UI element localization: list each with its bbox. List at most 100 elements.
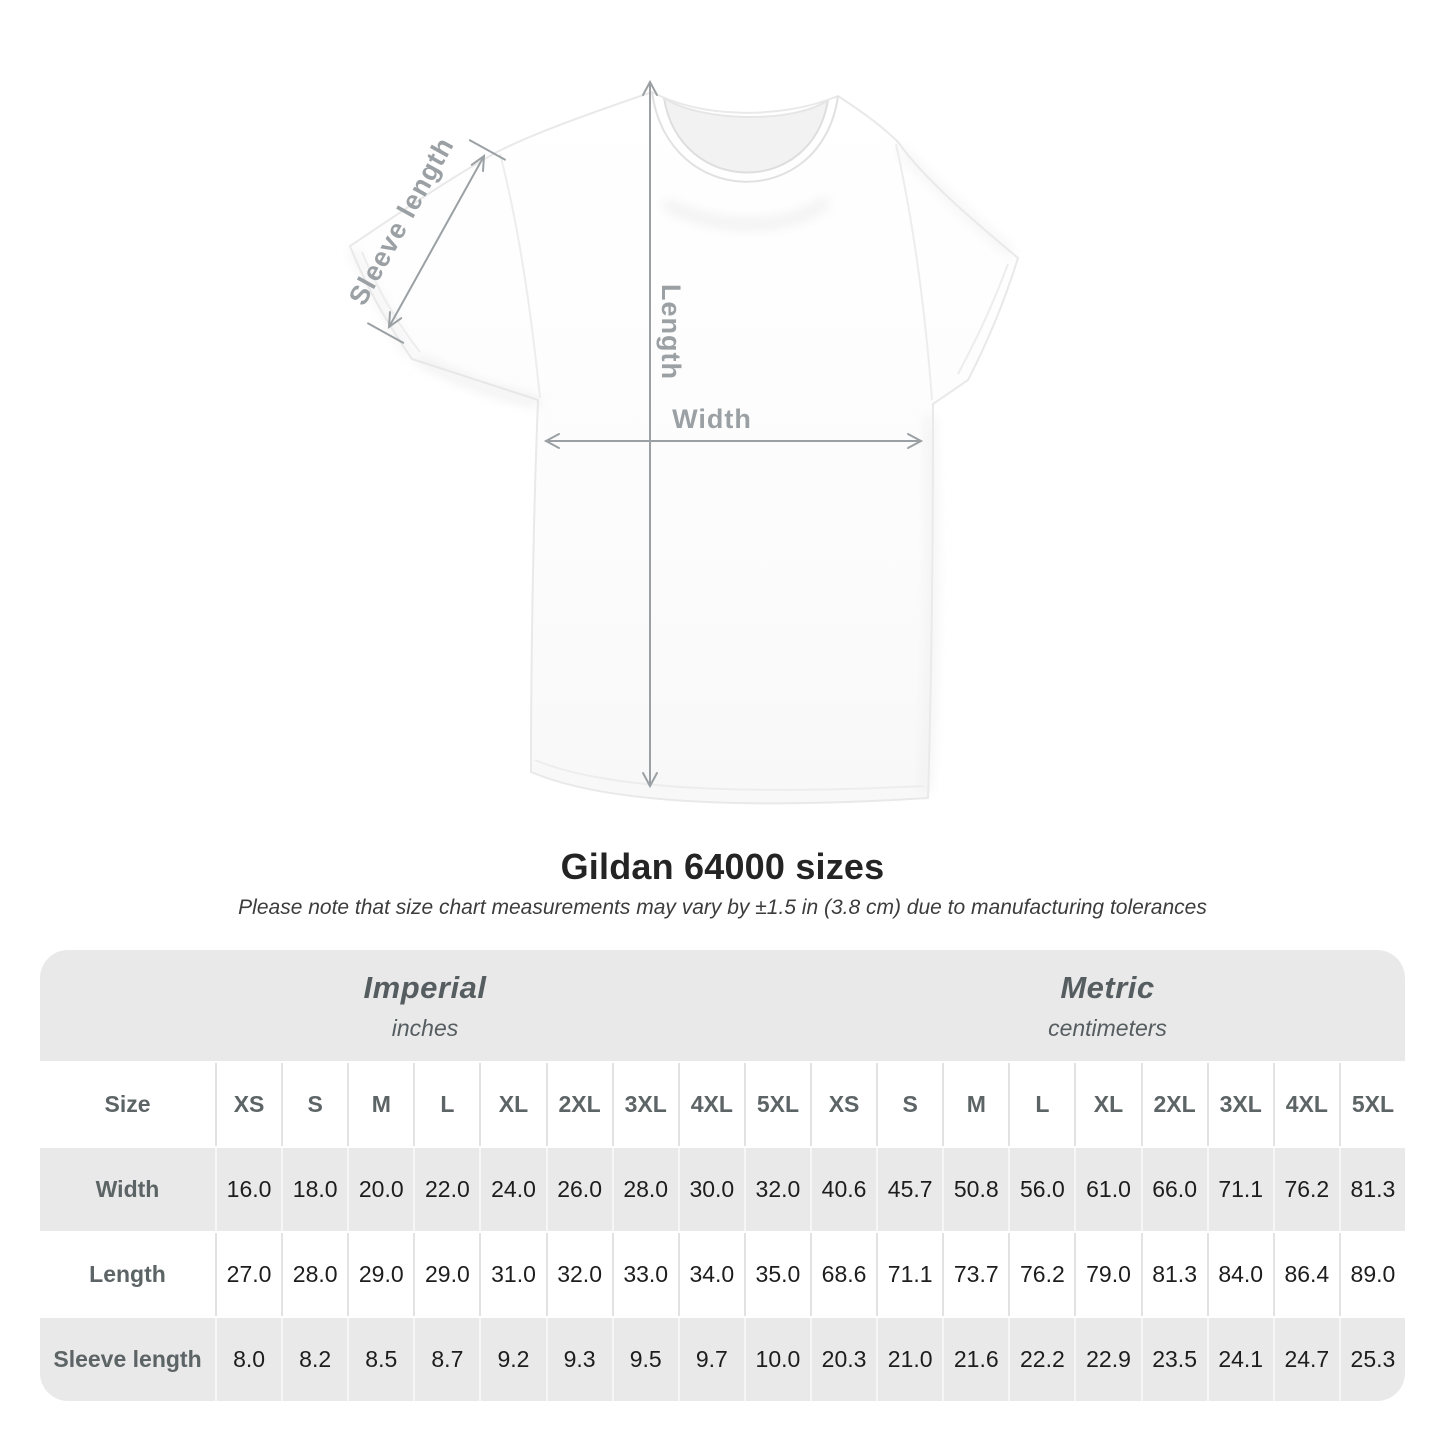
table-cell: 61.0: [1074, 1148, 1141, 1231]
table-cell: 18.0: [281, 1148, 348, 1231]
size-col-header: XS: [215, 1063, 282, 1146]
table-cell: 79.0: [1074, 1233, 1141, 1316]
tshirt-shading: [349, 146, 1014, 792]
table-row-sleeve-length: Sleeve length 8.0 8.2 8.5 8.7 9.2 9.3 9.…: [40, 1318, 1405, 1401]
length-label: Length: [656, 284, 686, 380]
table-cell: 84.0: [1206, 1233, 1273, 1316]
table-cell: 28.0: [611, 1148, 678, 1231]
unit-sublabel-inches: inches: [391, 1014, 459, 1041]
table-cell: 50.8: [942, 1148, 1009, 1231]
size-col-header: XS: [810, 1063, 877, 1146]
size-col-header: L: [1008, 1063, 1075, 1146]
size-col-header: 4XL: [1272, 1063, 1339, 1146]
seams: [361, 143, 1009, 791]
size-col-header: 5XL: [1338, 1063, 1405, 1146]
size-col-header: 2XL: [545, 1063, 612, 1146]
table-cell: 71.1: [876, 1233, 943, 1316]
table-cell: 9.2: [479, 1318, 546, 1401]
tshirt-body: [349, 91, 1019, 805]
sleeve-length-arrow: [367, 139, 506, 344]
tshirt-graphic: [349, 91, 1019, 805]
table-cell: 45.7: [876, 1148, 943, 1231]
row-label: Width: [40, 1148, 215, 1231]
unit-label-metric: Metric: [1060, 969, 1155, 1005]
table-cell: 86.4: [1272, 1233, 1339, 1316]
size-header-row: Size XS S M L XL 2XL 3XL 4XL 5XL XS S M …: [40, 1063, 1405, 1146]
size-col-header: 4XL: [677, 1063, 744, 1146]
size-col-header: 2XL: [1140, 1063, 1207, 1146]
table-cell: 26.0: [545, 1148, 612, 1231]
table-cell: 9.7: [677, 1318, 744, 1401]
size-col-header: XL: [1074, 1063, 1141, 1146]
table-cell: 27.0: [215, 1233, 282, 1316]
table-cell: 22.9: [1074, 1318, 1141, 1401]
size-corner-header: Size: [40, 1063, 215, 1146]
length-arrow: [642, 79, 658, 789]
table-cell: 66.0: [1140, 1148, 1207, 1231]
unit-label-imperial: Imperial: [363, 969, 487, 1005]
table-cell: 24.0: [479, 1148, 546, 1231]
size-col-header: S: [281, 1063, 348, 1146]
size-col-header: XL: [479, 1063, 546, 1146]
row-label: Length: [40, 1233, 215, 1316]
unit-header-row: Imperial inches Metric centimeters: [40, 950, 1405, 1061]
table-cell: 56.0: [1008, 1148, 1075, 1231]
table-cell: 24.1: [1206, 1318, 1273, 1401]
table-cell: 35.0: [743, 1233, 810, 1316]
table-cell: 10.0: [743, 1318, 810, 1401]
table-cell: 76.2: [1008, 1233, 1075, 1316]
table-cell: 34.0: [677, 1233, 744, 1316]
table-cell: 73.7: [942, 1233, 1009, 1316]
table-cell: 23.5: [1140, 1318, 1207, 1401]
size-col-header: 3XL: [1206, 1063, 1273, 1146]
table-cell: 31.0: [479, 1233, 546, 1316]
table-cell: 30.0: [677, 1148, 744, 1231]
tshirt-diagram-svg: Sleeve length Length Width: [343, 79, 1019, 805]
table-row-length: Length 27.0 28.0 29.0 29.0 31.0 32.0 33.…: [40, 1233, 1405, 1316]
table-cell: 81.3: [1140, 1233, 1207, 1316]
dimension-arrows: [367, 79, 924, 789]
tshirt-diagram: Sleeve length Length Width: [343, 79, 1019, 805]
table-cell: 9.3: [545, 1318, 612, 1401]
table-cell: 40.6: [810, 1148, 877, 1231]
size-col-header: M: [942, 1063, 1009, 1146]
size-table: Imperial inches Metric centimeters Size …: [40, 950, 1405, 1401]
page-title: Gildan 64000 sizes: [560, 846, 885, 887]
width-label: Width: [672, 404, 752, 434]
table-cell: 24.7: [1272, 1318, 1339, 1401]
size-col-header: L: [413, 1063, 480, 1146]
table-cell: 22.2: [1008, 1318, 1075, 1401]
table-cell: 81.3: [1338, 1148, 1405, 1231]
table-cell: 21.0: [876, 1318, 943, 1401]
size-col-header: S: [876, 1063, 943, 1146]
size-col-header: 5XL: [743, 1063, 810, 1146]
table-cell: 28.0: [281, 1233, 348, 1316]
unit-group-metric: Metric centimeters: [810, 950, 1405, 1061]
row-label: Sleeve length: [40, 1318, 215, 1401]
table-cell: 8.5: [347, 1318, 414, 1401]
table-cell: 32.0: [743, 1148, 810, 1231]
table-cell: 9.5: [611, 1318, 678, 1401]
size-col-header: M: [347, 1063, 414, 1146]
table-cell: 8.7: [413, 1318, 480, 1401]
width-arrow: [543, 433, 924, 449]
collar: [651, 91, 839, 183]
table-cell: 29.0: [413, 1233, 480, 1316]
table-row-width: Width 16.0 18.0 20.0 22.0 24.0 26.0 28.0…: [40, 1148, 1405, 1231]
table-cell: 68.6: [810, 1233, 877, 1316]
table-cell: 8.0: [215, 1318, 282, 1401]
size-col-header: 3XL: [611, 1063, 678, 1146]
table-cell: 21.6: [942, 1318, 1009, 1401]
tolerance-note: Please note that size chart measurements…: [238, 896, 1207, 919]
unit-group-imperial: Imperial inches: [40, 950, 810, 1061]
table-cell: 32.0: [545, 1233, 612, 1316]
unit-sublabel-centimeters: centimeters: [1048, 1014, 1167, 1041]
table-cell: 76.2: [1272, 1148, 1339, 1231]
table-cell: 20.0: [347, 1148, 414, 1231]
table-cell: 33.0: [611, 1233, 678, 1316]
table-cell: 8.2: [281, 1318, 348, 1401]
table-cell: 16.0: [215, 1148, 282, 1231]
table-cell: 25.3: [1338, 1318, 1405, 1401]
table-cell: 89.0: [1338, 1233, 1405, 1316]
